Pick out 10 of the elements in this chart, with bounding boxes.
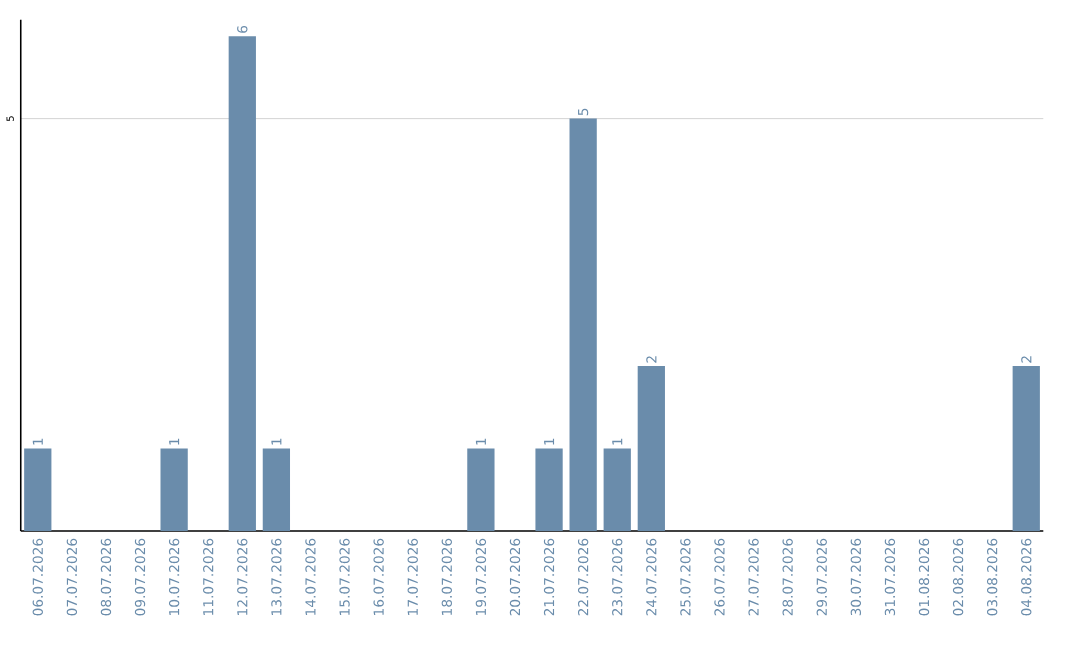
bar: [160, 448, 188, 531]
bar: [1012, 365, 1040, 531]
bar: [569, 118, 597, 531]
bar: [228, 35, 256, 531]
bar: [262, 448, 291, 531]
bar: [535, 448, 563, 531]
bar: [637, 365, 665, 531]
bar: [24, 448, 52, 531]
bar: [603, 448, 631, 531]
bar: [467, 448, 495, 531]
